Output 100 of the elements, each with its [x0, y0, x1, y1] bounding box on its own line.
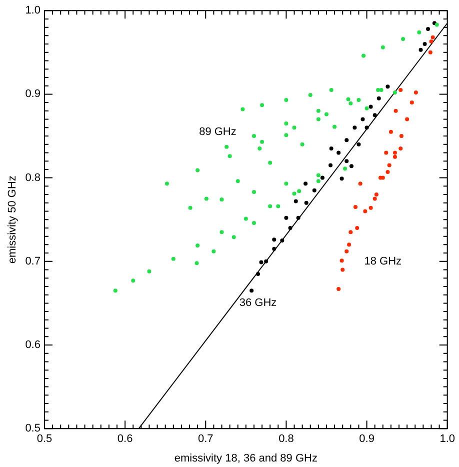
point: [364, 106, 369, 110]
point: [426, 26, 430, 31]
point: [131, 278, 136, 283]
point: [358, 182, 362, 186]
point: [268, 160, 272, 165]
point: [372, 113, 377, 118]
point: [398, 88, 403, 92]
point: [316, 117, 320, 122]
point: [294, 199, 298, 204]
point: [349, 164, 354, 168]
point: [401, 37, 406, 42]
point: [368, 206, 373, 210]
point: [304, 200, 308, 205]
point: [340, 268, 345, 272]
point: [363, 209, 368, 214]
point: [430, 35, 435, 40]
point: [344, 138, 349, 142]
point: [194, 261, 199, 266]
point: [376, 88, 380, 92]
point: [414, 90, 418, 95]
point: [276, 204, 280, 208]
point: [147, 269, 152, 274]
point: [220, 198, 224, 202]
y-tick-label: 0.6: [25, 339, 40, 352]
series-label: 18 GHz: [364, 255, 402, 268]
point: [272, 238, 276, 242]
point: [224, 144, 229, 149]
point: [347, 242, 352, 247]
point: [386, 84, 390, 89]
point: [244, 216, 248, 221]
point: [328, 163, 333, 168]
point: [258, 146, 262, 151]
point: [340, 176, 344, 181]
point: [387, 163, 392, 168]
point: [171, 256, 176, 261]
point: [260, 103, 264, 108]
point: [260, 140, 264, 144]
y-tick-label: 0.9: [25, 88, 40, 100]
point: [212, 249, 216, 254]
x-tick-label: 0.8: [278, 433, 294, 446]
point: [284, 133, 288, 138]
x-tick-label: 0.9: [359, 433, 374, 446]
point: [264, 259, 268, 264]
point: [380, 45, 385, 50]
y-tick-label: 1.0: [25, 4, 40, 17]
point: [300, 142, 304, 146]
point: [346, 97, 350, 102]
point: [332, 124, 337, 129]
point: [113, 288, 118, 293]
point: [352, 126, 357, 130]
series-label: 89 GHz: [199, 126, 236, 138]
point: [417, 30, 422, 34]
point: [348, 101, 353, 106]
point: [376, 96, 381, 100]
point: [344, 249, 349, 254]
point: [386, 170, 390, 174]
point: [364, 126, 369, 130]
point: [324, 112, 328, 116]
point: [320, 176, 324, 180]
point: [268, 204, 272, 208]
point: [374, 192, 378, 197]
point: [336, 150, 341, 155]
point: [405, 117, 410, 122]
point: [220, 230, 224, 234]
point: [296, 216, 300, 220]
point: [348, 230, 353, 234]
point: [355, 226, 360, 230]
point: [284, 182, 288, 186]
point: [354, 205, 358, 210]
point: [340, 258, 344, 263]
point: [356, 142, 361, 146]
point: [232, 235, 236, 240]
point: [362, 54, 366, 58]
point: [360, 117, 365, 122]
point: [284, 216, 288, 220]
point: [250, 288, 254, 293]
series-label: 36 GHz: [239, 297, 277, 310]
point: [256, 272, 260, 276]
x-tick-label: 0.5: [36, 433, 52, 446]
point: [252, 134, 256, 138]
point: [392, 154, 397, 159]
point: [343, 166, 348, 171]
point: [316, 108, 320, 113]
point: [434, 22, 439, 27]
point: [284, 121, 288, 126]
point: [316, 173, 320, 178]
point: [204, 196, 208, 201]
y-tick-label: 0.5: [25, 422, 40, 435]
point: [418, 48, 423, 52]
point: [394, 108, 398, 113]
point: [356, 98, 361, 102]
point: [312, 188, 316, 192]
point: [280, 238, 284, 242]
point: [422, 42, 427, 46]
point: [188, 206, 192, 210]
point: [252, 190, 256, 194]
point: [372, 196, 377, 201]
point: [428, 50, 432, 54]
x-axis-title: emissivity 18, 36 and 89 GHz: [174, 452, 318, 464]
point: [292, 126, 296, 130]
